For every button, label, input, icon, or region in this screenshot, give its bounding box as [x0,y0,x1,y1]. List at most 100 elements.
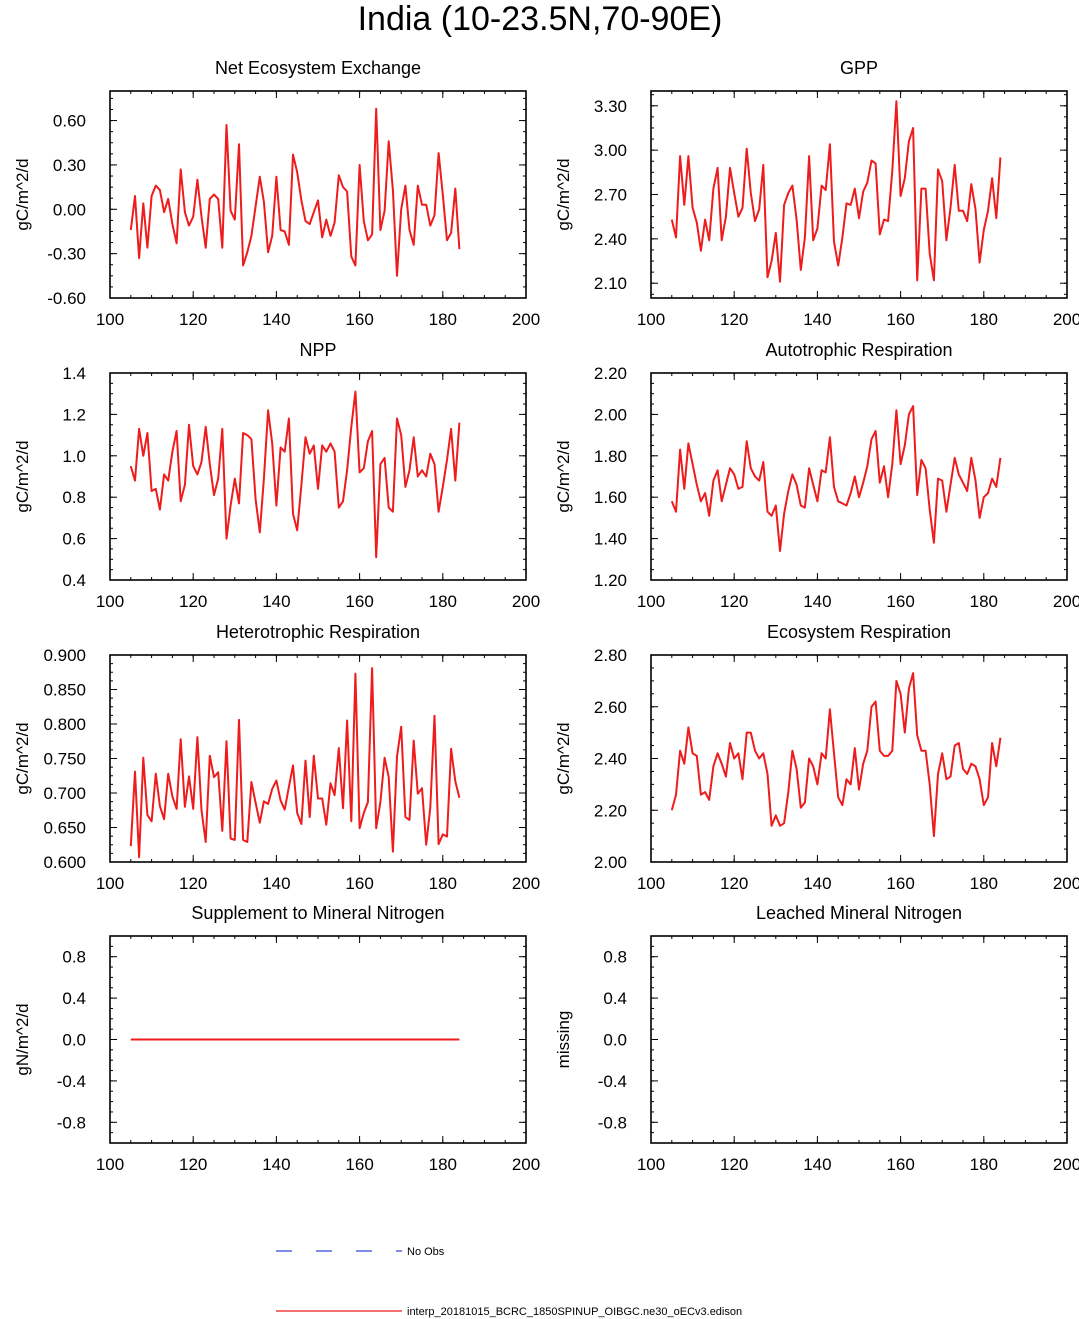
y-axis-label: gN/m^2/d [13,1003,32,1075]
panel-title: Net Ecosystem Exchange [215,58,421,78]
x-tick-label: 100 [637,310,665,329]
y-axis-label: gC/m^2/d [13,158,32,230]
y-tick-label: 2.20 [594,364,627,383]
y-tick-label: -0.8 [598,1113,627,1132]
y-tick-label: 2.60 [594,698,627,717]
y-tick-label: -0.8 [57,1113,86,1132]
x-tick-label: 120 [720,1155,748,1174]
y-tick-label: 0.800 [43,715,86,734]
panel-5: Ecosystem Respiration gC/m^2/d 100 120 140 16… [554,622,1079,893]
x-tick-label: 180 [970,874,998,893]
legend-no-obs-label: No Obs [407,1246,445,1258]
x-tick-label: 180 [429,592,457,611]
y-tick-label: 2.70 [594,186,627,205]
series-line-0 [670,405,1002,552]
y-tick-label: 1.20 [594,571,627,590]
y-tick-label: 2.80 [594,646,627,665]
x-tick-label: 180 [429,310,457,329]
y-tick-label: 2.20 [594,801,627,820]
y-tick-label: 0.4 [62,571,86,590]
x-tick-label: 120 [720,874,748,893]
x-tick-label: 160 [886,874,914,893]
y-tick-label: 3.00 [594,141,627,160]
x-tick-label: 140 [262,592,290,611]
panel-2: NPP gC/m^2/d 100 120 140 160 180 200 0.4 0.6 0.8 1.… [13,340,540,611]
x-tick-label: 120 [179,310,207,329]
y-tick-label: 0.00 [53,200,86,219]
y-tick-label: 0.600 [43,853,86,872]
x-tick-label: 120 [179,1155,207,1174]
y-tick-label: 1.4 [62,364,86,383]
panel-7: Leached Mineral Nitrogen missing 100 120 140… [554,903,1079,1174]
y-tick-label: 0.900 [43,646,86,665]
panel-0: Net Ecosystem Exchange gC/m^2/d 100 120 140 1… [13,58,540,329]
y-tick-label: 0.4 [62,989,86,1008]
y-tick-label: -0.60 [47,289,86,308]
panel-title: NPP [299,340,336,360]
legend-model-label: interp_20181015_BCRC_1850SPINUP_OIBGC.ne… [407,1306,742,1318]
y-tick-label: 1.2 [62,405,86,424]
y-tick-label: 2.40 [594,230,627,249]
x-tick-label: 100 [96,310,124,329]
panel-title: GPP [840,58,878,78]
y-tick-label: 0.30 [53,156,86,175]
plot-frame [650,935,1068,1144]
plot-frame [109,935,527,1144]
panel-title: Ecosystem Respiration [767,622,951,642]
y-tick-label: 0.8 [62,948,86,967]
x-tick-label: 140 [262,1155,290,1174]
x-tick-label: 200 [512,874,540,893]
panels: Net Ecosystem Exchange gC/m^2/d 100 120 140 1… [13,58,1079,1174]
y-axis-label: gC/m^2/d [13,440,32,512]
panel-4: Heterotrophic Respiration gC/m^2/d 100 120 1… [13,622,540,893]
x-tick-label: 120 [720,310,748,329]
panel-title: Autotrophic Respiration [765,340,952,360]
y-tick-label: 1.80 [594,447,627,466]
x-tick-label: 200 [512,310,540,329]
y-axis-label: gC/m^2/d [554,440,573,512]
x-tick-label: 160 [886,1155,914,1174]
y-tick-label: 0.8 [62,488,86,507]
x-tick-label: 160 [345,1155,373,1174]
panel-title: Supplement to Mineral Nitrogen [191,903,444,923]
y-tick-label: 0.0 [62,1031,86,1050]
x-tick-label: 160 [345,874,373,893]
y-axis-label: gC/m^2/d [13,722,32,794]
x-tick-label: 200 [1053,874,1079,893]
x-tick-label: 180 [429,1155,457,1174]
y-axis-label: gC/m^2/d [554,722,573,794]
x-tick-label: 160 [886,310,914,329]
y-tick-label: -0.4 [57,1072,86,1091]
y-axis-label: gC/m^2/d [554,158,573,230]
x-tick-label: 100 [637,592,665,611]
x-tick-label: 200 [512,1155,540,1174]
y-tick-label: 0.850 [43,681,86,700]
x-tick-label: 100 [96,1155,124,1174]
y-tick-label: 1.60 [594,488,627,507]
series-line-0 [670,672,1002,838]
plot-frame [650,372,1068,581]
y-tick-label: 0.0 [603,1031,627,1050]
x-tick-label: 120 [720,592,748,611]
series-line-0 [129,107,461,277]
panel-1: GPP gC/m^2/d 100 120 140 160 180 200 2.10 2.40 2.7… [554,58,1079,329]
x-tick-label: 100 [637,1155,665,1174]
y-tick-label: -0.30 [47,245,86,264]
x-tick-label: 180 [970,1155,998,1174]
y-tick-label: 3.30 [594,97,627,116]
x-tick-label: 140 [262,310,290,329]
x-tick-label: 160 [345,592,373,611]
y-tick-label: 1.40 [594,530,627,549]
y-axis-label: missing [554,1011,573,1069]
x-tick-label: 100 [637,874,665,893]
x-tick-label: 180 [429,874,457,893]
y-tick-label: 0.60 [53,112,86,131]
y-tick-label: 0.750 [43,750,86,769]
x-tick-label: 140 [262,874,290,893]
legend: No Obs interp_20181015_BCRC_1850SPINUP_O… [276,1246,742,1318]
plot-frame [109,90,527,299]
plot-frame [650,90,1068,299]
x-tick-label: 200 [1053,310,1079,329]
panel-6: Supplement to Mineral Nitrogen gN/m^2/d 10… [13,903,540,1174]
